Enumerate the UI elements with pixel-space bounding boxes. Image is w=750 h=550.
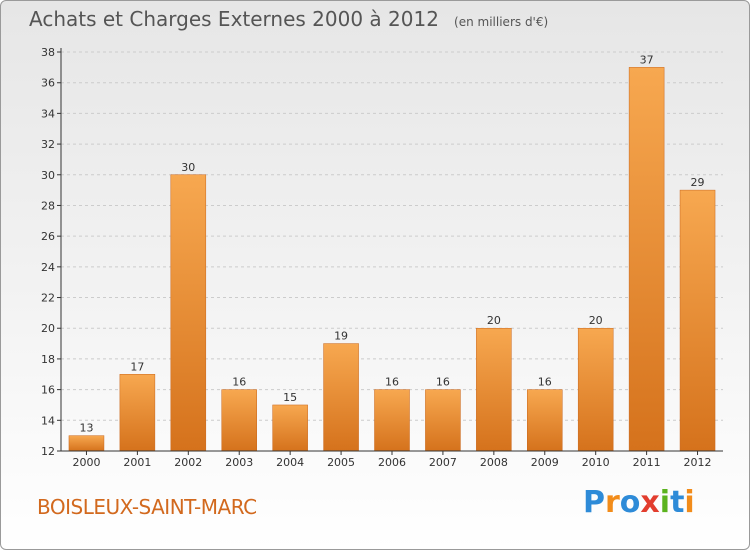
- y-tick-label: 28: [41, 199, 55, 212]
- data-label: 30: [181, 161, 195, 174]
- logo-letter: t: [670, 485, 685, 520]
- data-label: 16: [436, 376, 450, 389]
- x-tick-label: 2003: [225, 456, 253, 469]
- data-label: 17: [130, 360, 144, 373]
- y-tick-label: 34: [41, 107, 55, 120]
- logo-letter: r: [605, 485, 620, 520]
- x-tick-label: 2001: [123, 456, 151, 469]
- x-tick-label: 2000: [72, 456, 100, 469]
- logo-letter: P: [583, 485, 605, 520]
- logo-letter: i: [659, 485, 671, 520]
- x-tick-label: 2009: [531, 456, 559, 469]
- x-tick-label: 2012: [684, 456, 712, 469]
- y-tick-label: 14: [41, 414, 55, 427]
- bar-2006: [374, 389, 410, 452]
- bar-2008: [476, 327, 512, 452]
- x-tick-label: 2005: [327, 456, 355, 469]
- bar-2011: [628, 67, 665, 452]
- bar-2003: [221, 389, 257, 452]
- data-label: 16: [385, 376, 399, 389]
- logo-letter: x: [640, 485, 660, 520]
- data-label: 37: [640, 53, 654, 66]
- x-tick-label: 2010: [582, 456, 610, 469]
- bar-2005: [323, 343, 359, 452]
- bar-2002: [170, 174, 207, 452]
- data-label: 19: [334, 330, 348, 343]
- bar-2012: [679, 189, 716, 452]
- x-tick-label: 2006: [378, 456, 406, 469]
- data-label: 16: [538, 376, 552, 389]
- bar-2001: [119, 374, 156, 452]
- chart-title: Achats et Charges Externes 2000 à 2012: [29, 7, 439, 31]
- commune-name: BOISLEUX-SAINT-MARC: [37, 495, 257, 519]
- y-tick-label: 16: [41, 384, 55, 397]
- bar-2004: [272, 404, 308, 452]
- labels: 12 14 16 18 20 22 24 26 28 30 32 34 36 38 13 2000 17 2001…: [41, 46, 712, 469]
- x-tick-label: 2007: [429, 456, 457, 469]
- data-label: 20: [589, 314, 603, 327]
- y-tick-label: 26: [41, 230, 55, 243]
- bar-2000: [68, 435, 105, 452]
- data-label: 13: [79, 422, 93, 435]
- bar-2010: [577, 327, 614, 452]
- x-tick-label: 2008: [480, 456, 508, 469]
- y-tick-label: 12: [41, 445, 55, 458]
- y-tick-label: 22: [41, 292, 55, 305]
- y-tick-label: 20: [41, 322, 55, 335]
- data-label: 15: [283, 391, 297, 404]
- bar-2007: [425, 389, 461, 452]
- y-tick-label: 18: [41, 353, 55, 366]
- y-tick-label: 32: [41, 138, 55, 151]
- title-block: Achats et Charges Externes 2000 à 2012 (…: [29, 7, 548, 31]
- logo-letter: i: [684, 485, 695, 520]
- y-tick-label: 30: [41, 169, 55, 182]
- data-label: 16: [232, 376, 246, 389]
- bar-2009: [527, 389, 563, 452]
- y-tick-label: 36: [41, 77, 55, 90]
- data-label: 20: [487, 314, 501, 327]
- x-tick-label: 2004: [276, 456, 304, 469]
- x-tick-label: 2011: [633, 456, 661, 469]
- proxiti-logo[interactable]: Proxiti: [583, 485, 695, 520]
- axes: [57, 48, 723, 455]
- bars: [68, 67, 716, 452]
- data-label: 29: [691, 176, 705, 189]
- logo-letter: o: [619, 485, 641, 520]
- y-tick-label: 38: [41, 46, 55, 59]
- x-tick-label: 2002: [174, 456, 202, 469]
- y-tick-label: 24: [41, 261, 55, 274]
- chart-subtitle: (en milliers d'€): [454, 15, 549, 29]
